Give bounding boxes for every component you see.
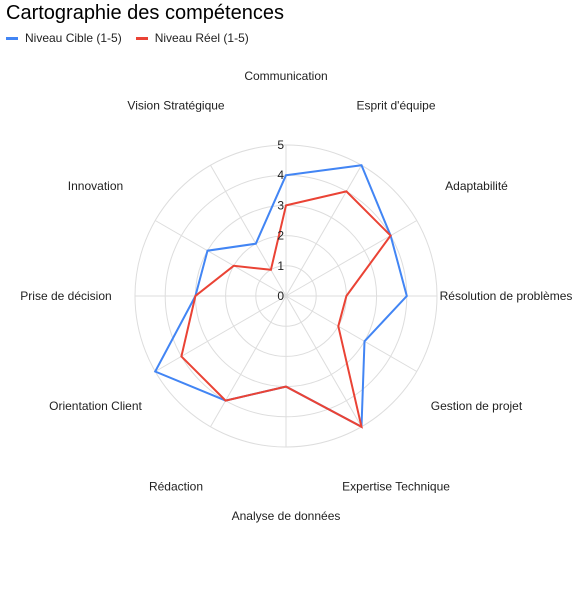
grid-spoke-9 xyxy=(154,295,287,372)
grid-spoke-5 xyxy=(285,295,418,372)
legend: Niveau Cible (1-5) Niveau Réel (1-5) xyxy=(6,31,249,45)
category-label-3: Adaptabilité xyxy=(445,179,508,193)
legend-label-actual: Niveau Réel (1-5) xyxy=(154,31,249,45)
legend-label-target: Niveau Cible (1-5) xyxy=(25,31,122,45)
legend-swatch-target xyxy=(6,36,18,40)
category-label-11: Innovation xyxy=(68,179,123,193)
grid-spoke-2 xyxy=(285,164,362,297)
category-label-4: Résolution de problèmes xyxy=(440,289,572,303)
category-label-1: Communication xyxy=(244,69,327,83)
scale-tick-4: 4 xyxy=(277,168,284,182)
scale-tick-0: 0 xyxy=(277,289,284,303)
category-label-5: Gestion de projet xyxy=(431,399,523,413)
grid-spoke-6 xyxy=(285,295,362,428)
scale-tick-3: 3 xyxy=(277,198,284,212)
category-label-2: Esprit d'équipe xyxy=(356,99,435,113)
scale-tick-2: 2 xyxy=(277,229,284,243)
chart-title: Cartographie des compétences xyxy=(6,2,284,24)
grid-spoke-8 xyxy=(210,295,287,428)
series-line-actual xyxy=(180,190,392,429)
legend-item-target[interactable]: Niveau Cible (1-5) xyxy=(6,31,122,45)
category-label-10: Prise de décision xyxy=(20,289,111,303)
grid-spoke-3 xyxy=(285,220,418,297)
category-label-9: Orientation Client xyxy=(49,399,142,413)
scale-tick-5: 5 xyxy=(277,138,284,152)
grid-spoke-11 xyxy=(154,220,287,297)
category-label-7: Analyse de données xyxy=(232,509,341,523)
category-label-6: Expertise Technique xyxy=(342,480,450,494)
legend-item-actual[interactable]: Niveau Réel (1-5) xyxy=(135,31,249,45)
category-label-8: Rédaction xyxy=(149,480,203,494)
grid-spoke-12 xyxy=(210,164,287,297)
category-label-12: Vision Stratégique xyxy=(127,99,225,113)
scale-tick-1: 1 xyxy=(277,259,284,273)
legend-swatch-actual xyxy=(135,36,148,40)
